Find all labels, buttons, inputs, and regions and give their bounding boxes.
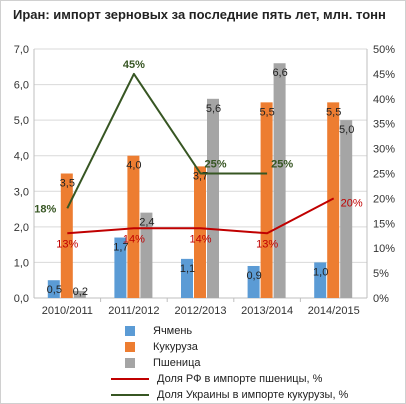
- bar-ячмень: [114, 237, 127, 298]
- y-right-tick-label: 20%: [373, 193, 395, 205]
- bar-пшеница: [273, 63, 286, 298]
- line-data-label: 45%: [123, 59, 145, 71]
- y-right-tick-label: 50%: [373, 44, 395, 56]
- y-left-tick-label: 2,0: [14, 222, 29, 234]
- line-data-label: 25%: [205, 159, 227, 171]
- chart-title: Иран: импорт зерновых за последние пять …: [13, 7, 386, 22]
- bar-кукуруза: [327, 102, 340, 298]
- legend-item: Пшеница: [111, 355, 401, 371]
- x-tick-label: 2012/2013: [175, 305, 227, 317]
- x-tick-label: 2010/2011: [42, 305, 93, 317]
- bar-кукуруза: [127, 155, 140, 298]
- y-left-tick-label: 5,0: [14, 115, 29, 127]
- bar-ячмень: [314, 262, 327, 298]
- bar-пшеница: [73, 290, 86, 298]
- legend-label: Ячмень: [153, 325, 193, 337]
- y-left-tick-label: 4,0: [14, 151, 29, 163]
- bar-data-label: 5,6: [206, 103, 221, 115]
- line-data-label: 14%: [189, 233, 211, 245]
- y-right-tick-label: 35%: [373, 119, 395, 131]
- bar-ячмень: [181, 258, 193, 298]
- x-tick-label: 2014/2015: [308, 305, 360, 317]
- bar-пшеница: [207, 98, 219, 298]
- legend-line: [111, 378, 149, 380]
- legend-swatch: [125, 326, 135, 336]
- y-right-tick-label: 45%: [373, 69, 395, 81]
- y-left-tick-label: 1,0: [14, 257, 29, 269]
- bar-data-label: 1,7: [113, 242, 128, 254]
- bar-data-label: 1,1: [180, 263, 195, 275]
- line-series-3: [67, 197, 335, 235]
- bar-кукуруза: [194, 166, 206, 298]
- bar-пшеница: [340, 120, 353, 299]
- line-series-4: [66, 72, 268, 209]
- bar-data-label: 5,5: [259, 106, 274, 118]
- bar-ячмень: [247, 265, 260, 298]
- legend-item: Кукуруза: [111, 339, 401, 355]
- legend-item: Доля Украины в импорте кукурузы, %: [111, 387, 401, 403]
- bar-data-label: 0,2: [73, 286, 88, 298]
- y-left-tick-label: 6,0: [14, 80, 29, 92]
- line-data-label: 20%: [341, 197, 363, 209]
- legend-label: Доля РФ в импорте пшеницы, %: [157, 373, 323, 385]
- y-left-tick-label: 3,0: [14, 186, 29, 198]
- y-right-tick-label: 0%: [373, 293, 389, 305]
- bar-кукуруза: [260, 102, 273, 298]
- y-right-tick-label: 15%: [373, 218, 395, 230]
- legend-swatch: [125, 342, 135, 352]
- line-data-label: 18%: [34, 203, 56, 215]
- y-right-tick-label: 5%: [373, 268, 389, 280]
- legend-label: Доля Украины в импорте кукурузы, %: [157, 389, 349, 401]
- y-left-tick-label: 0,0: [14, 293, 29, 305]
- y-right-tick-label: 25%: [373, 169, 395, 181]
- legend-label: Кукуруза: [153, 341, 198, 353]
- chart-plot: 0,0 1,0 2,0 3,0 4,0 5,0 6,0 7,0 0% 5% 10% 15% 20% 25%…: [14, 44, 396, 317]
- y-right-tick-label: 10%: [373, 243, 395, 255]
- line-data-label: 14%: [123, 233, 145, 245]
- legend-item: Доля РФ в импорте пшеницы, %: [111, 371, 401, 387]
- bar-data-label: 0,5: [47, 284, 62, 296]
- bar-data-label: 3,5: [60, 178, 75, 190]
- bar-data-label: 0,9: [246, 270, 261, 282]
- legend-item: Ячмень: [111, 323, 401, 339]
- bar-data-label: 4,0: [126, 160, 141, 172]
- line-data-label: 13%: [56, 238, 78, 250]
- y-left-tick-label: 7,0: [14, 44, 29, 56]
- x-tick-label: 2011/2012: [108, 305, 159, 317]
- bar-data-label: 2,4: [139, 217, 154, 229]
- legend-swatch: [125, 358, 135, 368]
- bar-data-label: 5,0: [339, 124, 354, 136]
- legend: Ячмень Кукуруза Пшеница Доля РФ в импорте п…: [111, 323, 401, 403]
- line-data-label: 13%: [256, 238, 278, 250]
- x-tick-label: 2013/2014: [241, 305, 293, 317]
- legend-label: Пшеница: [153, 357, 201, 369]
- bar-кукуруза: [60, 173, 73, 298]
- line-data-label: 25%: [271, 159, 293, 171]
- y-right-tick-label: 40%: [373, 94, 395, 106]
- bar-пшеница: [140, 212, 153, 298]
- bar-data-label: 6,6: [272, 67, 287, 79]
- bar-ячмень: [47, 280, 60, 298]
- y-right-tick-label: 30%: [373, 144, 395, 156]
- bar-data-label: 1,0: [313, 266, 328, 278]
- legend-line: [111, 394, 149, 396]
- bar-data-label: 5,5: [326, 106, 341, 118]
